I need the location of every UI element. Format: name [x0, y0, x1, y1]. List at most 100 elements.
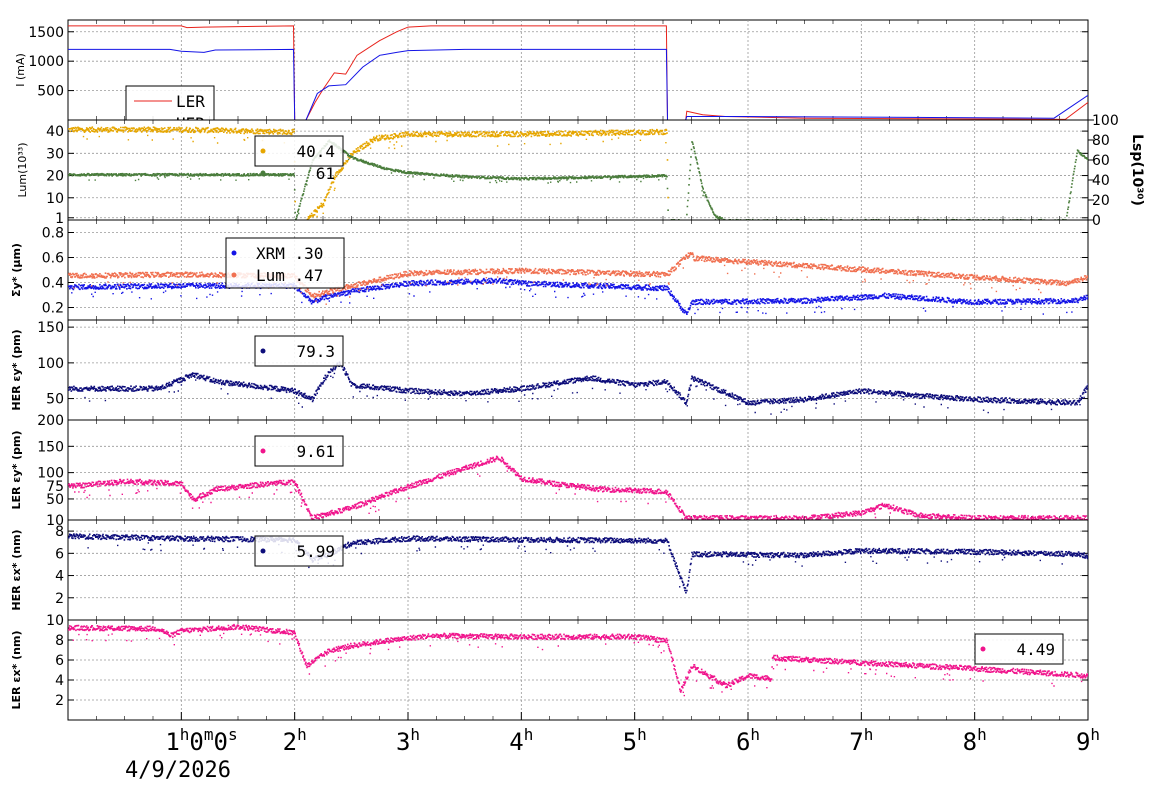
y-tick-label: 6 [55, 653, 64, 669]
x-tick-unit: h [750, 725, 760, 744]
y-tick-label: 10 [46, 613, 64, 629]
y-tick-label: 100 [37, 466, 64, 482]
y-tick-label: 1000 [28, 54, 64, 70]
y-tick-label: 1500 [28, 25, 64, 41]
y-axis-label: HER εx* (nm) [10, 529, 23, 610]
series-points-0 [68, 623, 1088, 697]
y-tick-label: 0.2 [42, 301, 64, 317]
x-tick-number: 1 [165, 728, 179, 756]
y-axis-label: LER εx* (nm) [10, 631, 23, 710]
panel-4: 50 100 150 HER εy* (pm) 79.3 [10, 319, 1089, 421]
legend-marker [980, 646, 986, 652]
y-tick-label: 1 [55, 211, 64, 227]
legend-marker [260, 448, 266, 454]
legend-marker [260, 548, 266, 554]
y-axis-label: Lum(10³³) [16, 142, 29, 197]
legend-box [254, 535, 344, 567]
legend: 40.4 61 [254, 135, 344, 183]
x-tick-unit: h [180, 725, 190, 744]
y-tick-label: 200 [37, 413, 64, 429]
legend-value: XRM .30 [256, 244, 323, 263]
y-tick-label: 500 [37, 84, 64, 100]
y-tick-label: 150 [37, 320, 64, 336]
x-tick-label: 4h [509, 725, 533, 756]
legend-value: 79.3 [296, 342, 335, 361]
plot-area [68, 25, 1088, 120]
x-axis: 1h0m0s 2h 3h 4h 5h 6h 7h 8h 9h [165, 712, 1100, 756]
legend-value: 4.49 [1016, 640, 1055, 659]
x-tick-unit: h [864, 725, 874, 744]
y-tick-label: 0.8 [42, 226, 64, 242]
series-points-0 [68, 455, 1088, 520]
y2-tick-label: 40 [1092, 173, 1110, 189]
legend-value: Lum .47 [256, 266, 323, 285]
y-tick-label: 100 [37, 356, 64, 372]
y-axis-label: LER εy* (pm) [10, 430, 23, 509]
series-points-0 [68, 126, 669, 220]
panel-frame [67, 319, 1089, 421]
x-tick-number: 9 [1076, 728, 1090, 756]
legend-marker [260, 348, 266, 354]
legend-box [225, 237, 345, 289]
y-tick-label: 0.6 [42, 251, 64, 267]
x-tick-number: 0 [189, 728, 203, 756]
x-tick-label: 2h [283, 725, 307, 756]
x-tick-number: 8 [963, 728, 977, 756]
legend-marker [260, 170, 266, 176]
x-tick-label: 3h [396, 725, 420, 756]
y2-tick-label: 60 [1092, 153, 1110, 169]
series-points-1 [68, 252, 1088, 305]
legend-marker [231, 272, 237, 278]
y-tick-label: 6 [55, 546, 64, 562]
series-points-0 [68, 277, 1088, 315]
legend-label: LER [176, 92, 205, 111]
series-line-ler [68, 25, 1088, 120]
x-tick-unit: h [297, 725, 307, 744]
x-tick-number: 3 [396, 728, 410, 756]
x-tick-unit: s [228, 725, 238, 744]
x-tick-number: 5 [623, 728, 637, 756]
legend-box [254, 335, 344, 367]
plot-area [68, 623, 1088, 697]
panel-6: 2 4 6 8 HER εx* (nm) 5.99 [10, 519, 1089, 621]
legend-marker [231, 250, 237, 256]
plot-area [68, 455, 1088, 520]
y2-tick-label: 100 [1092, 113, 1119, 129]
y2-tick-label: 0 [1092, 213, 1101, 229]
x-tick-number: 2 [283, 728, 297, 756]
x-tick-label: 9h [1076, 725, 1100, 756]
legend: 9.61 [254, 435, 344, 467]
y-axis-label: Σy* (μm) [10, 243, 23, 297]
x-tick-unit: h [977, 725, 987, 744]
y2-tick-label: 80 [1092, 133, 1110, 149]
plot-area [68, 252, 1088, 315]
y-tick-label: 8 [55, 524, 64, 540]
panel-frame [67, 519, 1089, 621]
x-tick-label: 5h [623, 725, 647, 756]
series-line-her [68, 48, 1088, 120]
y2-axis-label: Lsp(10³⁰) [1129, 134, 1145, 206]
y-tick-label: 150 [37, 439, 64, 455]
panel-7: 2 4 6 8 10 LER εx* (nm) 4.49 [10, 613, 1089, 721]
plot-area [68, 126, 1088, 220]
panel-2: 1 10 20 30 40 Lum(10³³) 0 20 40 60 80 100 Lsp(10³⁰) 4… [16, 113, 1145, 229]
y-tick-label: 0.4 [42, 276, 64, 292]
y2-tick-label: 20 [1092, 193, 1110, 209]
legend: 4.49 [974, 633, 1064, 665]
date-label: 4/9/2026 [125, 758, 231, 782]
x-tick-label: 8h [963, 725, 987, 756]
x-tick-label: 1h0m0s [165, 725, 237, 756]
y-axis-label: HER εy* (pm) [10, 329, 23, 410]
x-tick-label: 7h [849, 725, 873, 756]
x-tick-number: 7 [849, 728, 863, 756]
legend: 5.99 [254, 535, 344, 567]
x-tick-number: 0 [214, 728, 228, 756]
y-tick-label: 2 [55, 591, 64, 607]
x-tick-unit: h [524, 725, 534, 744]
legend: 79.3 [254, 335, 344, 367]
panel-3: 0.2 0.4 0.6 0.8 Σy* (μm) XRM .30 Lum .47 [10, 219, 1089, 321]
